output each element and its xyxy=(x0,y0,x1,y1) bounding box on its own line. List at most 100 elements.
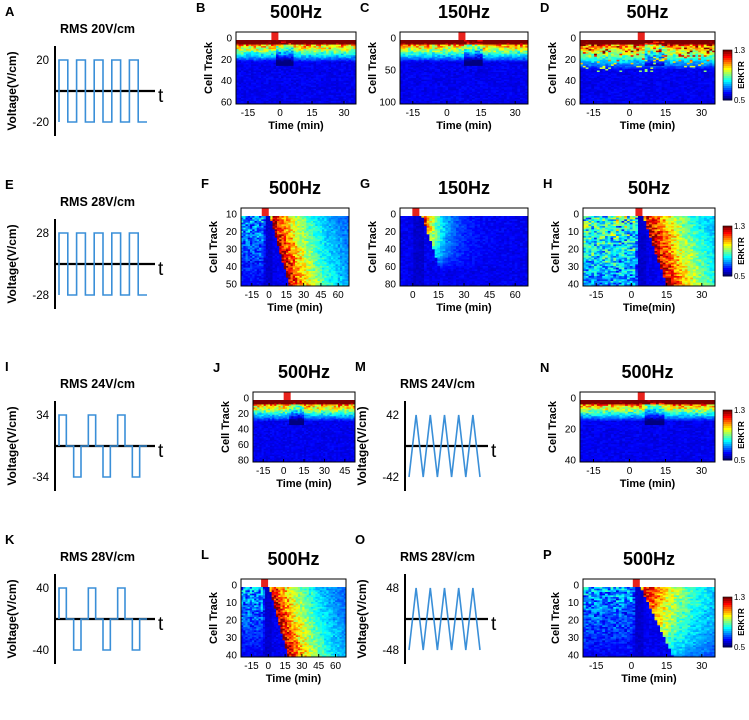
x-tick-label: -15 xyxy=(406,108,421,119)
x-tick-label: 30 xyxy=(338,108,350,119)
y-axis-label: Voltage(V/cm) xyxy=(5,224,19,303)
panel-title: 500Hz xyxy=(270,2,322,22)
x-axis-label: Time (min) xyxy=(621,673,677,685)
y-tick-label: 0 xyxy=(390,210,396,221)
heatmap-panel-g: G 150Hz 0 15 30 45 60 Time (min) 0 20 40 60 80 Cell T… xyxy=(360,176,529,314)
x-tick-label: 0 xyxy=(629,290,635,301)
x-tick-label: -15 xyxy=(256,466,271,477)
x-tick-label: -15 xyxy=(245,290,260,301)
x-tick-label: -15 xyxy=(586,108,601,119)
x-tick-label: 15 xyxy=(433,290,445,301)
y-tick-label: 0 xyxy=(390,34,396,45)
heatmap-cells xyxy=(400,216,529,287)
stim-band xyxy=(580,32,715,40)
stim-band xyxy=(583,208,715,216)
y-axis-label: Cell Track xyxy=(550,591,562,644)
heatmap-cells xyxy=(236,40,357,105)
rms-title: RMS 24V/cm xyxy=(400,377,475,391)
stim-marker xyxy=(261,208,269,216)
y-tick-label: 20 xyxy=(226,616,238,627)
y-tick-label: 10 xyxy=(226,210,238,221)
y-tick-label: 20 xyxy=(565,425,577,436)
colorbar-max: 1.3 xyxy=(734,46,746,55)
y-tick-label: 50 xyxy=(385,66,397,77)
x-tick-label: 15 xyxy=(660,108,672,119)
panel-letter: J xyxy=(213,360,220,375)
rms-title: RMS 28V/cm xyxy=(60,195,135,209)
y-tick-label: 60 xyxy=(565,98,577,109)
panel-title: 500Hz xyxy=(267,549,319,569)
plot-frame xyxy=(235,31,357,105)
panel-letter: D xyxy=(540,0,549,15)
y-axis-label: Cell Track xyxy=(550,220,562,273)
y-tick-label: 40 xyxy=(226,651,238,662)
x-tick-label: 30 xyxy=(696,466,708,477)
y-tick-label: 40 xyxy=(568,651,580,662)
x-axis-label: Time (min) xyxy=(276,478,332,490)
x-tick-label: 30 xyxy=(296,661,308,672)
y-tick-label: -34 xyxy=(32,472,49,484)
y-axis-label: Cell Track xyxy=(208,220,220,273)
y-tick-label: 34 xyxy=(36,410,49,422)
stim-band xyxy=(583,579,715,587)
y-tick-label: 80 xyxy=(238,456,250,467)
y-tick-label: 60 xyxy=(385,262,397,273)
stim-marker xyxy=(635,208,643,216)
panel-title: 150Hz xyxy=(438,178,490,198)
panel-letter: E xyxy=(5,177,14,192)
stim-band xyxy=(241,208,349,216)
y-tick-label: 20 xyxy=(226,227,238,238)
x-axis-label: Time (min) xyxy=(620,478,676,490)
y-tick-label: 0 xyxy=(226,34,232,45)
y-tick-label: -48 xyxy=(382,645,399,657)
stim-band xyxy=(253,392,355,400)
panel-title: 150Hz xyxy=(438,2,490,22)
x-tick-label: 15 xyxy=(661,290,673,301)
x-tick-label: 45 xyxy=(339,466,351,477)
panel-letter: A xyxy=(5,4,15,19)
x-axis-label: Time (min) xyxy=(266,673,322,685)
x-tick-label: 45 xyxy=(484,290,496,301)
x-tick-label: 60 xyxy=(333,290,345,301)
panel-letter: N xyxy=(540,360,549,375)
y-tick-label: 40 xyxy=(238,425,250,436)
plot-frame xyxy=(579,31,716,105)
y-tick-label: 10 xyxy=(568,227,580,238)
x-tick-label: 15 xyxy=(306,108,318,119)
t-label: t xyxy=(158,259,164,280)
y-tick-label: 40 xyxy=(221,76,233,87)
stim-band xyxy=(580,392,715,400)
y-tick-label: 40 xyxy=(565,456,577,467)
t-label: t xyxy=(158,614,164,635)
stim-marker xyxy=(271,32,279,40)
x-tick-label: 0 xyxy=(410,290,416,301)
colorbar-max: 1.3 xyxy=(734,406,746,415)
waveform-trace xyxy=(58,414,147,478)
y-tick-label: 10 xyxy=(226,598,238,609)
panel-letter: O xyxy=(355,532,365,547)
y-axis-label: Cell Track xyxy=(220,400,232,453)
plot-frame xyxy=(240,578,347,658)
x-axis-label: Time (min) xyxy=(267,302,323,314)
x-tick-label: 30 xyxy=(510,108,522,119)
heatmap-cells xyxy=(241,587,347,658)
colorbar: 1.3 0.5 ERKTR xyxy=(722,406,746,465)
x-axis-label: Time (min) xyxy=(436,120,492,132)
panel-title: 500Hz xyxy=(269,178,321,198)
y-tick-label: 100 xyxy=(379,98,396,109)
stim-marker xyxy=(283,392,291,400)
x-tick-label: 0 xyxy=(627,466,633,477)
y-tick-label: -40 xyxy=(32,645,49,657)
y-tick-label: 0 xyxy=(573,210,579,221)
colorbar-min: 0.5 xyxy=(734,456,746,465)
stim-marker xyxy=(637,392,645,400)
colorbar-title: ERKTR xyxy=(737,421,746,449)
colorbar-title: ERKTR xyxy=(737,61,746,89)
x-tick-label: 45 xyxy=(313,661,325,672)
x-tick-label: 30 xyxy=(319,466,331,477)
heatmap-cells xyxy=(583,216,716,287)
heatmap-cells xyxy=(400,40,529,105)
